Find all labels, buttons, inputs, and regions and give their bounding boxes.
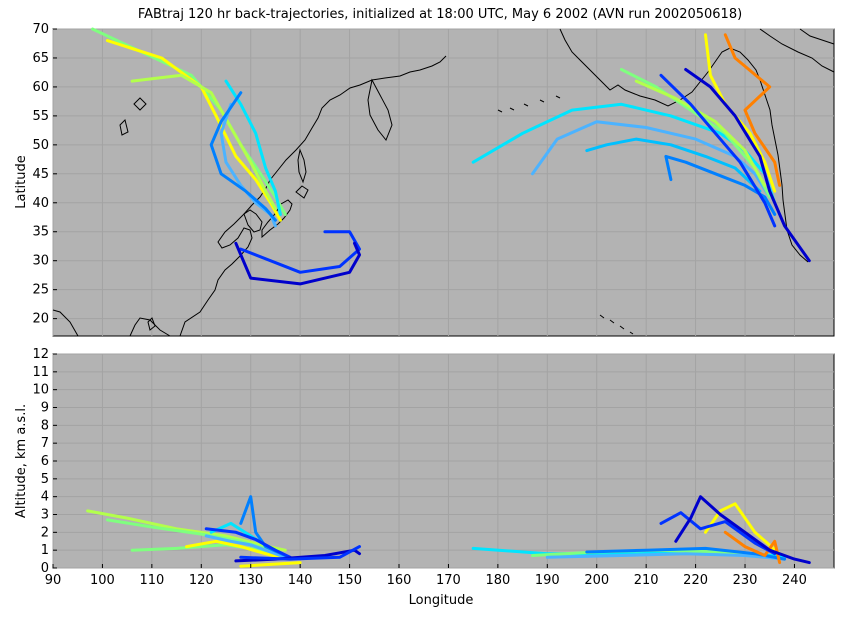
- trajectory-line-9: [471, 102, 777, 205]
- x-tick-label: 170: [436, 573, 461, 588]
- coastline-arctic: [119, 97, 147, 136]
- coastline-taiwan: [147, 317, 156, 331]
- y-tick-label: 35: [32, 225, 49, 240]
- altitude-grid: [52, 353, 834, 569]
- trajectory-line-10: [531, 120, 772, 199]
- map-plot-area: [52, 28, 835, 337]
- coastline-hawaii: [599, 314, 634, 335]
- trajectory-line-17: [723, 530, 782, 565]
- trajectory-line-10: [239, 545, 361, 561]
- coastline-kamchatka: [367, 78, 393, 141]
- trajectory-line-16: [664, 154, 777, 216]
- y-tick-label: 65: [32, 51, 49, 66]
- x-axis-label: Longitude: [409, 593, 474, 608]
- x-tick-label: 180: [485, 573, 510, 588]
- coastline-map: [52, 28, 835, 337]
- x-tick-label: 200: [584, 573, 609, 588]
- trajectory-line-19: [674, 495, 811, 565]
- coastline-aleutians: [497, 95, 561, 113]
- coastline-japan: [261, 199, 293, 239]
- y-tick-label: 60: [32, 80, 49, 95]
- x-tick-label: 140: [288, 573, 313, 588]
- trajectory-line-8: [234, 241, 361, 286]
- x-tick-label: 90: [45, 573, 62, 588]
- trajectory-line-3: [130, 73, 277, 211]
- x-tick-label: 190: [535, 573, 560, 588]
- y-tick-label: 4: [41, 490, 49, 505]
- trajectory-line-9: [234, 548, 361, 563]
- x-tick-label: 210: [634, 573, 659, 588]
- x-tick-label: 100: [90, 573, 115, 588]
- trajectory-line-4: [224, 79, 282, 216]
- y-tick-label: 2: [41, 525, 49, 540]
- y-tick-label: 3: [41, 508, 49, 523]
- trajectory-line-7: [239, 230, 361, 274]
- coastline-hokkaido: [295, 185, 309, 199]
- trajectory-line-6: [204, 534, 287, 559]
- x-tick-label: 220: [683, 573, 708, 588]
- y-tick-label: 1: [41, 543, 49, 558]
- coastline-sakhalin: [297, 148, 307, 184]
- trajectory-line-15: [723, 33, 782, 187]
- altitude-y-axis-label: Altitude, km a.s.l.: [14, 404, 29, 518]
- map-y-ticks: 20 25 30 35 40 45 50 55 60 65 70: [32, 22, 57, 327]
- y-tick-label: 11: [32, 365, 49, 380]
- x-tick-label: 150: [337, 573, 362, 588]
- trajectory-line-8: [204, 527, 292, 559]
- y-tick-label: 45: [32, 167, 49, 182]
- y-tick-label: 0: [41, 561, 49, 576]
- trajectory-line-4: [185, 539, 287, 561]
- x-tick-label: 110: [139, 573, 164, 588]
- x-tick-label: 160: [387, 573, 412, 588]
- trajectory-line-18: [659, 511, 777, 556]
- coastline-korea: [243, 209, 263, 233]
- y-tick-label: 70: [32, 22, 49, 37]
- map-panel: 20 25 30 35 40 45 50 55 60 65 70 Latitude: [14, 22, 835, 337]
- y-tick-label: 6: [41, 454, 49, 469]
- trajectory-line-13: [634, 79, 767, 187]
- map-y-axis-label: Latitude: [14, 155, 29, 209]
- y-tick-label: 10: [32, 383, 49, 398]
- y-tick-label: 55: [32, 109, 49, 124]
- y-tick-label: 50: [32, 138, 49, 153]
- x-tick-label: 230: [733, 573, 758, 588]
- x-tick-label: 120: [189, 573, 214, 588]
- trajectory-line-18: [684, 68, 811, 263]
- y-tick-label: 12: [32, 347, 49, 362]
- x-tick-label: 240: [782, 573, 807, 588]
- y-tick-label: 9: [41, 401, 49, 416]
- y-tick-label: 30: [32, 254, 49, 269]
- altitude-x-ticks: 90 100 110 120 130 140 150 160 170 180 190 200 210 22…: [45, 564, 807, 588]
- x-tick-label: 130: [238, 573, 263, 588]
- y-tick-label: 7: [41, 436, 49, 451]
- trajectory-line-17: [659, 73, 777, 228]
- y-tick-label: 5: [41, 472, 49, 487]
- coastline-alaska: [559, 28, 809, 263]
- y-tick-label: 40: [32, 196, 49, 211]
- y-tick-label: 25: [32, 283, 49, 298]
- altitude-trajectories: [86, 495, 811, 568]
- y-tick-label: 8: [41, 418, 49, 433]
- map-trajectories: [91, 27, 811, 286]
- trajectory-line-6: [209, 91, 277, 222]
- coastline-rocky-inlet: [759, 28, 835, 73]
- trajectory-line-16: [704, 502, 782, 556]
- y-tick-label: 20: [32, 312, 49, 327]
- trajectory-line-11: [585, 137, 762, 193]
- chart-title: FABtraj 120 hr back-trajectories, initia…: [138, 7, 742, 22]
- trajectory-line-2: [105, 39, 282, 222]
- map-grid: [52, 28, 834, 336]
- trajectory-line-14: [545, 552, 787, 561]
